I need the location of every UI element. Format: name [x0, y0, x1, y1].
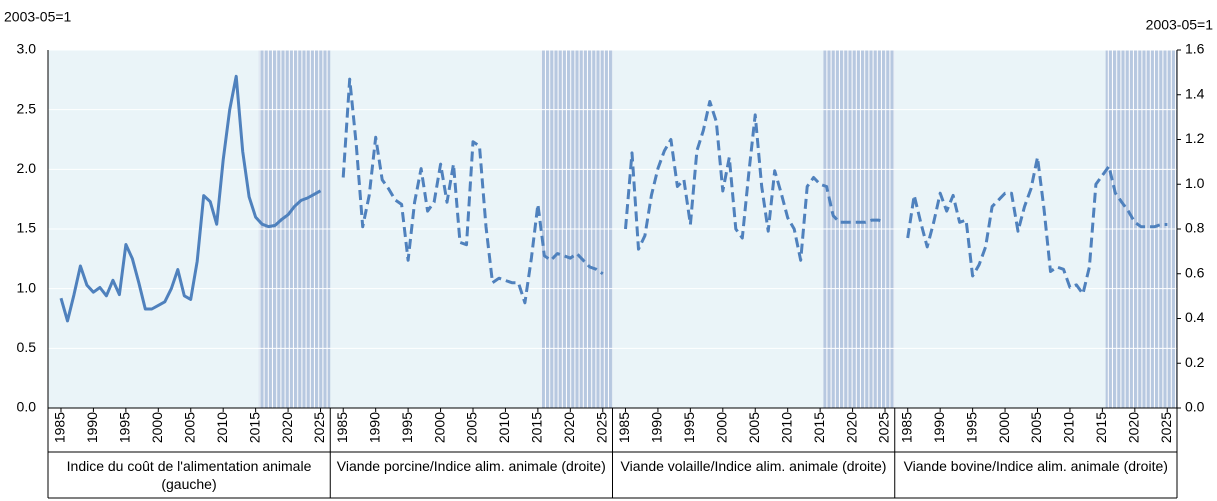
x-tick-label: 2005 [746, 412, 762, 443]
x-tick-label: 2015 [1093, 412, 1109, 443]
x-tick-label: 1995 [681, 412, 697, 443]
x-tick-label: 1985 [52, 412, 68, 443]
y-tick-label: 3.0 [17, 41, 37, 57]
series-line [59, 74, 322, 323]
y-axis-label: 2003-05=1 [4, 9, 72, 25]
x-tick-label: 2010 [496, 412, 512, 443]
y2-tick-label: 1.6 [1185, 41, 1205, 57]
x-tick-label: 2005 [464, 412, 480, 443]
x-tick-label: 1990 [931, 412, 947, 443]
y2-axis-label: 2003-05=1 [1146, 17, 1214, 33]
y-tick-label: 2.0 [17, 160, 37, 176]
x-tick-label: 2025 [311, 412, 327, 443]
y2-tick-label: 0.2 [1185, 354, 1205, 370]
x-tick-label: 2025 [593, 412, 609, 443]
y2-tick-label: 1.0 [1185, 175, 1205, 191]
x-tick-label: 2010 [778, 412, 794, 443]
y-tick-label: 0.5 [17, 339, 37, 355]
x-tick-label: 2000 [149, 412, 165, 443]
x-tick-label: 2015 [529, 412, 545, 443]
x-tick-label: 2020 [561, 412, 577, 443]
x-tick-label: 2025 [1158, 412, 1174, 443]
x-tick-label: 1985 [898, 412, 914, 443]
x-tick-label: 2010 [214, 412, 230, 443]
y2-tick-label: 0.4 [1185, 309, 1205, 325]
y2-tick-label: 1.2 [1185, 130, 1205, 146]
x-tick-label: 2020 [279, 412, 295, 443]
x-tick-label: 2015 [811, 412, 827, 443]
panel-label: Viande bovine/Indice alim. animale (droi… [903, 458, 1168, 474]
x-tick-label: 2000 [996, 412, 1012, 443]
x-tick-label: 2015 [246, 412, 262, 443]
y2-tick-label: 0.0 [1185, 399, 1205, 415]
y-tick-label: 2.5 [17, 100, 37, 116]
x-tick-label: 2005 [181, 412, 197, 443]
x-tick-label: 1985 [334, 412, 350, 443]
panel-label: Indice du coût de l'alimentation animale… [66, 458, 312, 492]
x-tick-label: 2025 [876, 412, 892, 443]
x-tick-label: 1990 [84, 412, 100, 443]
y-tick-label: 1.5 [17, 220, 37, 236]
series-line [906, 155, 1168, 296]
series-line [341, 77, 604, 305]
x-tick-label: 2010 [1061, 412, 1077, 443]
panel-label: Viande volaille/Indice alim. animale (dr… [620, 458, 887, 474]
x-tick-label: 1990 [649, 412, 665, 443]
x-tick-label: 2020 [843, 412, 859, 443]
x-tick-label: 1985 [616, 412, 632, 443]
panel-label: Viande porcine/Indice alim. animale (dro… [336, 458, 606, 474]
series-line [624, 100, 886, 262]
x-tick-label: 1995 [399, 412, 415, 443]
x-tick-label: 2005 [1028, 412, 1044, 443]
y-tick-label: 0.0 [17, 399, 37, 415]
x-tick-label: 1995 [117, 412, 133, 443]
x-tick-label: 2020 [1126, 412, 1142, 443]
x-tick-label: 1990 [366, 412, 382, 443]
y2-tick-label: 1.4 [1185, 85, 1205, 101]
y-tick-label: 1.0 [17, 279, 37, 295]
x-tick-label: 2000 [431, 412, 447, 443]
x-tick-label: 1995 [963, 412, 979, 443]
x-tick-label: 2000 [714, 412, 730, 443]
y2-tick-label: 0.6 [1185, 264, 1205, 280]
y2-tick-label: 0.8 [1185, 220, 1205, 236]
